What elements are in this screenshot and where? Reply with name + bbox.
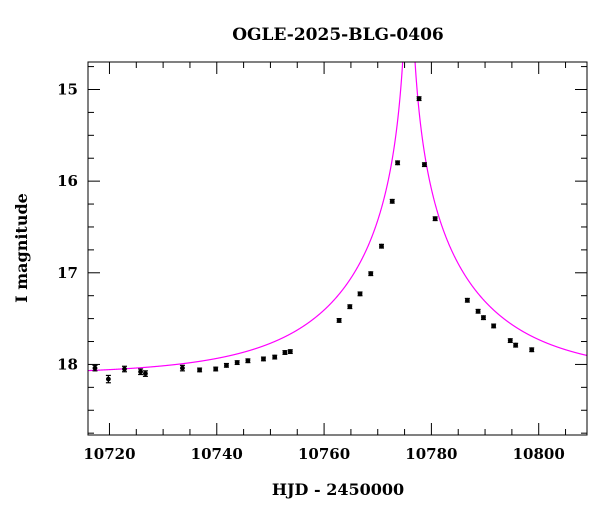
data-point xyxy=(121,365,127,373)
y-tick-label: 18 xyxy=(57,355,78,373)
data-point xyxy=(529,347,535,353)
x-tick-label: 10780 xyxy=(405,445,457,463)
data-point xyxy=(507,338,513,344)
data-point xyxy=(223,362,229,368)
data-point xyxy=(513,342,519,348)
data-point xyxy=(234,360,240,366)
data-point xyxy=(272,354,278,360)
x-axis-label: HJD - 2450000 xyxy=(272,480,404,499)
data-point xyxy=(432,216,438,222)
data-point xyxy=(357,291,363,297)
data-point xyxy=(260,356,266,362)
x-tick-label: 10800 xyxy=(513,445,565,463)
y-tick-label: 16 xyxy=(57,172,78,190)
data-point xyxy=(347,304,353,310)
x-tick-label: 10720 xyxy=(83,445,135,463)
data-point xyxy=(421,162,427,168)
chart-title: OGLE-2025-BLG-0406 xyxy=(232,25,444,45)
model-curve xyxy=(88,62,587,372)
data-point xyxy=(282,350,288,355)
data-point xyxy=(416,96,422,102)
y-tick-label: 15 xyxy=(57,80,78,98)
data-point xyxy=(138,368,144,376)
data-point xyxy=(105,374,111,384)
axis-ticks: 10720 10740 10760 10780 10800 15 16 17 18 xyxy=(57,62,587,463)
data-point xyxy=(213,366,219,372)
data-point xyxy=(92,364,98,372)
data-point xyxy=(378,243,384,249)
data-point xyxy=(475,308,481,314)
data-point xyxy=(395,160,401,166)
data-point xyxy=(287,349,293,355)
data-point xyxy=(480,315,486,321)
y-axis-label: I magnitude xyxy=(12,193,31,303)
data-point xyxy=(491,323,497,329)
data-point xyxy=(389,198,395,204)
model-curve-layer xyxy=(88,62,587,372)
data-point xyxy=(197,367,203,373)
data-points-layer xyxy=(92,96,535,384)
plot-frame xyxy=(87,61,588,436)
data-point xyxy=(245,358,251,364)
data-point xyxy=(368,271,374,277)
x-tick-label: 10760 xyxy=(298,445,350,463)
data-point xyxy=(464,297,470,303)
data-point xyxy=(179,364,185,372)
x-tick-label: 10740 xyxy=(191,445,243,463)
data-point xyxy=(142,370,148,377)
y-tick-label: 17 xyxy=(57,264,78,282)
data-point xyxy=(336,318,342,323)
